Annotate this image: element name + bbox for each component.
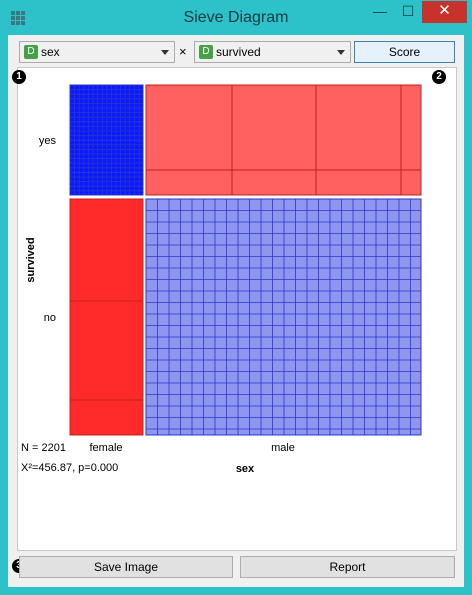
save-image-button[interactable]: Save Image — [19, 556, 233, 578]
times-symbol: × — [179, 44, 187, 59]
app-grid-icon — [11, 11, 25, 25]
cell-male-no — [145, 198, 422, 436]
n-label: N = 2201 — [21, 442, 66, 454]
chevron-down-icon — [337, 50, 345, 55]
attribute-y-value: survived — [216, 45, 261, 59]
minimize-button[interactable]: — — [373, 3, 387, 19]
score-combinations-button[interactable]: Score Combinations — [354, 41, 455, 79]
sieve-plot-area: yes no survived female male N = 2201 X²=456.87… — [17, 67, 457, 551]
row-label-yes: yes — [39, 135, 57, 147]
report-button[interactable]: Report — [240, 556, 455, 578]
cell-female-no — [69, 198, 144, 436]
x-axis-title: sex — [236, 463, 255, 475]
discrete-variable-icon: D — [24, 45, 38, 59]
title-bar[interactable]: Sieve Diagram — ☐ ✕ — [1, 1, 471, 35]
attribute-x-select[interactable]: D sex — [19, 41, 175, 63]
chi-square-label: X²=456.87, p=0.000 — [21, 462, 118, 474]
column-label-female: female — [89, 442, 122, 454]
attribute-x-value: sex — [41, 45, 60, 59]
window-title: Sieve Diagram — [183, 9, 289, 26]
attribute-y-select[interactable]: D survived — [194, 41, 351, 63]
maximize-button[interactable]: ☐ — [401, 3, 415, 19]
discrete-variable-icon: D — [199, 45, 213, 59]
cell-male-yes — [145, 84, 422, 196]
marker-2: 2 — [432, 70, 446, 84]
chevron-down-icon — [161, 50, 169, 55]
row-label-no: no — [44, 312, 56, 324]
widget-content: D sex × D survived Score Combinations ye… — [8, 35, 464, 587]
marker-1: 1 — [12, 70, 26, 84]
sieve-plot: yes no survived female male N = 2201 X²=456.87… — [21, 84, 422, 475]
column-label-male: male — [271, 442, 295, 454]
close-button[interactable]: ✕ — [422, 1, 467, 23]
y-axis-title: survived — [25, 237, 37, 282]
